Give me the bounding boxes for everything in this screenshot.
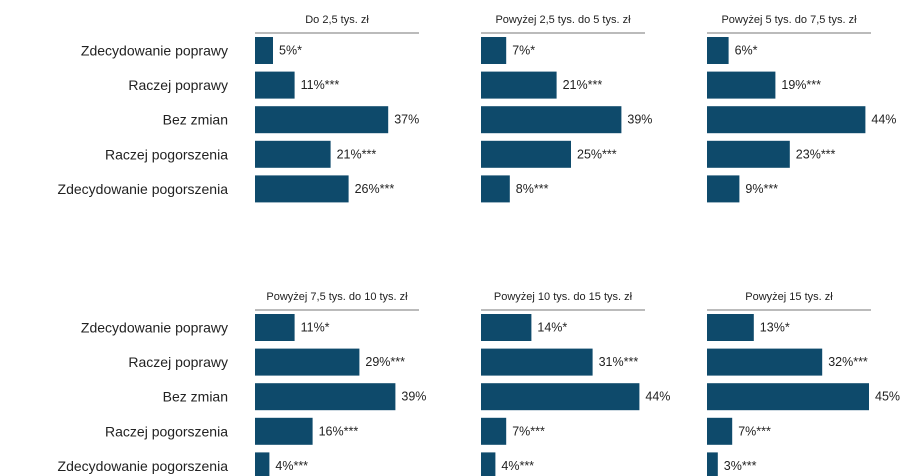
value-label: 9%*** [745, 182, 778, 196]
bar [707, 106, 866, 134]
value-label: 5%* [279, 44, 302, 58]
category-label: Bez zmian [163, 112, 228, 128]
category-label: Raczej pogorszenia [105, 423, 228, 439]
category-label: Zdecydowanie pogorszenia [58, 458, 229, 474]
bar [481, 140, 571, 168]
value-label: 13%* [760, 321, 790, 335]
bar [255, 348, 360, 376]
panel-title: Do 2,5 tys. zł [305, 14, 369, 26]
category-label: Zdecydowanie pogorszenia [58, 181, 229, 197]
bar [255, 106, 389, 134]
panel: Powyżej 15 tys. zł 13%* 32%*** 45% 7%*** 3%**… [707, 291, 900, 476]
bar [255, 314, 295, 341]
value-label: 4%*** [275, 459, 308, 473]
bar [255, 175, 349, 203]
value-label: 11%*** [301, 78, 340, 92]
value-label: 21%*** [337, 147, 377, 161]
value-label: 37% [394, 113, 419, 127]
value-label: 39% [401, 390, 426, 404]
panel: Do 2,5 tys. zł 5%* 11%*** 37% 21%*** 26%*** [255, 14, 419, 203]
bar [481, 452, 496, 476]
bar [707, 452, 718, 476]
bar [707, 417, 733, 445]
panel-title: Powyżej 7,5 tys. do 10 tys. zł [266, 291, 408, 303]
category-label: Raczej pogorszenia [105, 146, 228, 162]
panel-title: Powyżej 15 tys. zł [745, 291, 833, 303]
value-label: 8%*** [516, 182, 549, 196]
category-label: Zdecydowanie poprawy [81, 43, 228, 59]
bar [707, 71, 776, 99]
value-label: 16%*** [319, 424, 359, 438]
bar [255, 417, 313, 445]
bar [255, 71, 295, 99]
value-label: 44% [645, 390, 670, 404]
bar [255, 140, 331, 168]
bar [255, 37, 273, 64]
bar [707, 140, 790, 168]
value-label: 19%*** [781, 78, 821, 92]
bar [481, 314, 532, 341]
bar [481, 175, 510, 203]
value-label: 11%* [301, 321, 330, 335]
value-label: 39% [627, 113, 652, 127]
panel-title: Powyżej 5 tys. do 7,5 tys. zł [721, 14, 857, 26]
value-label: 14%* [537, 321, 567, 335]
panel-title: Powyżej 10 tys. do 15 tys. zł [494, 291, 633, 303]
bar [707, 37, 729, 64]
bar [707, 383, 869, 411]
value-label: 29%*** [365, 355, 405, 369]
value-label: 31%*** [599, 355, 639, 369]
category-label: Raczej poprawy [128, 77, 228, 93]
value-label: 32%*** [828, 355, 868, 369]
bar [707, 314, 754, 341]
panel-title: Powyżej 2,5 tys. do 5 tys. zł [495, 14, 631, 26]
bar [707, 175, 740, 203]
value-label: 7%* [512, 44, 535, 58]
value-label: 6%* [735, 44, 758, 58]
bar [255, 383, 396, 411]
bar [255, 452, 270, 476]
value-label: 3%*** [724, 459, 757, 473]
value-label: 7%*** [512, 424, 545, 438]
value-label: 44% [871, 113, 896, 127]
value-label: 26%*** [355, 182, 395, 196]
bar [481, 348, 593, 376]
panel: Powyżej 7,5 tys. do 10 tys. zł 11%* 29%***… [255, 291, 426, 476]
panel: Powyżej 5 tys. do 7,5 tys. zł 6%* 19%*** 44… [707, 14, 896, 203]
bar [481, 417, 507, 445]
value-label: 4%*** [501, 459, 534, 473]
value-label: 21%*** [563, 78, 603, 92]
bar [707, 348, 823, 376]
value-label: 23%*** [796, 147, 836, 161]
value-label: 45% [875, 390, 900, 404]
panel: Powyżej 2,5 tys. do 5 tys. zł 7%* 21%*** 39… [481, 14, 652, 203]
value-label: 7%*** [738, 424, 771, 438]
bar [481, 37, 507, 64]
category-label: Zdecydowanie poprawy [81, 320, 228, 336]
category-label: Bez zmian [163, 389, 228, 405]
bar [481, 106, 622, 134]
bar [481, 383, 640, 411]
bar [481, 71, 557, 99]
category-label: Raczej poprawy [128, 354, 228, 370]
panel: Powyżej 10 tys. do 15 tys. zł 14%* 31%*** 4… [481, 291, 670, 476]
value-label: 25%*** [577, 147, 617, 161]
